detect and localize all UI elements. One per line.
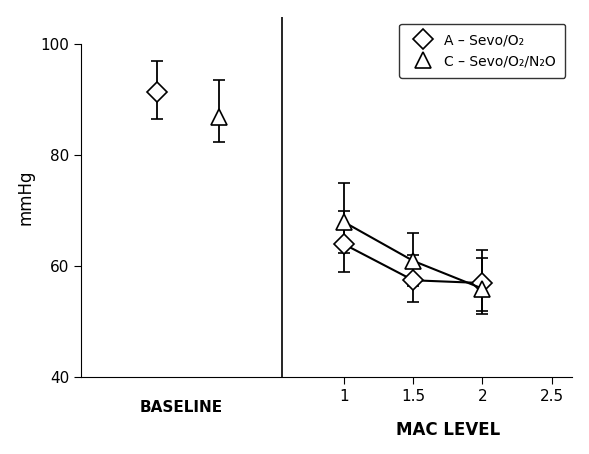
Legend: A – Sevo/O₂, C – Sevo/O₂/N₂O: A – Sevo/O₂, C – Sevo/O₂/N₂O: [399, 24, 565, 78]
Y-axis label: mmHg: mmHg: [16, 169, 35, 225]
X-axis label: MAC LEVEL: MAC LEVEL: [396, 421, 500, 439]
Text: BASELINE: BASELINE: [140, 400, 223, 415]
